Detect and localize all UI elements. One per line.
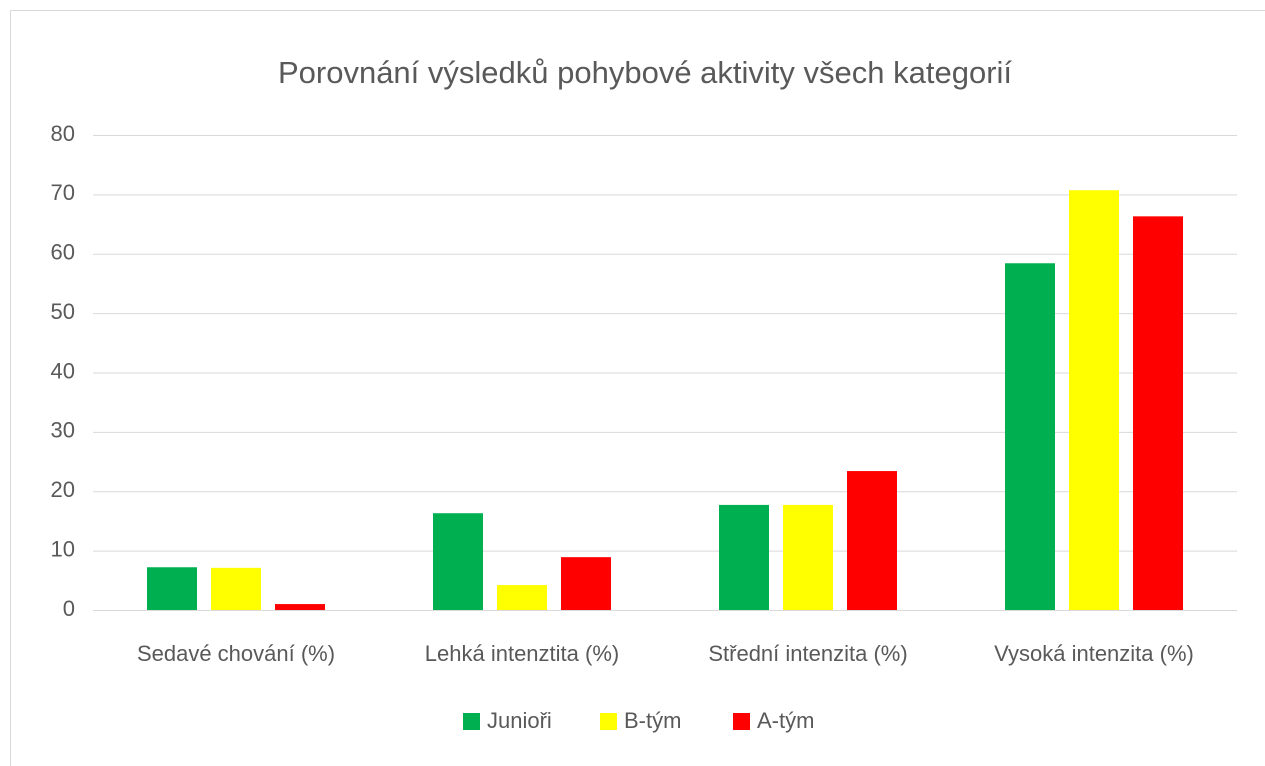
- x-tick-label: Střední intenzita (%): [708, 641, 907, 666]
- y-tick-label: 70: [51, 180, 75, 205]
- legend-swatch: [463, 713, 480, 730]
- bar: [1005, 263, 1055, 610]
- y-tick-label: 0: [63, 596, 75, 621]
- bar: [847, 471, 897, 610]
- y-tick-label: 60: [51, 240, 75, 265]
- x-tick-label: Lehká intenztita (%): [425, 641, 619, 666]
- legend-label: Junioři: [487, 708, 552, 733]
- y-tick-label: 80: [51, 121, 75, 146]
- y-tick-label: 30: [51, 418, 75, 443]
- bar: [783, 504, 833, 610]
- y-tick-label: 50: [51, 299, 75, 324]
- chart-frame: [10, 10, 1265, 766]
- bar: [211, 567, 261, 610]
- bar: [719, 504, 769, 610]
- x-tick-label: Vysoká intenzita (%): [994, 641, 1194, 666]
- bar: [497, 585, 547, 610]
- legend-swatch: [733, 713, 750, 730]
- x-tick-label: Sedavé chování (%): [137, 641, 335, 666]
- bar: [275, 604, 325, 610]
- bar: [433, 513, 483, 610]
- y-tick-label: 20: [51, 477, 75, 502]
- y-tick-label: 40: [51, 358, 75, 383]
- chart-title: Porovnání výsledků pohybové aktivity vše…: [278, 55, 1012, 90]
- bar: [1069, 190, 1119, 610]
- bar: [561, 557, 611, 610]
- legend-label: A-tým: [757, 708, 814, 733]
- legend-label: B-tým: [624, 708, 681, 733]
- legend-swatch: [600, 713, 617, 730]
- bar: [147, 567, 197, 610]
- y-tick-label: 10: [51, 536, 75, 561]
- bar: [1133, 216, 1183, 610]
